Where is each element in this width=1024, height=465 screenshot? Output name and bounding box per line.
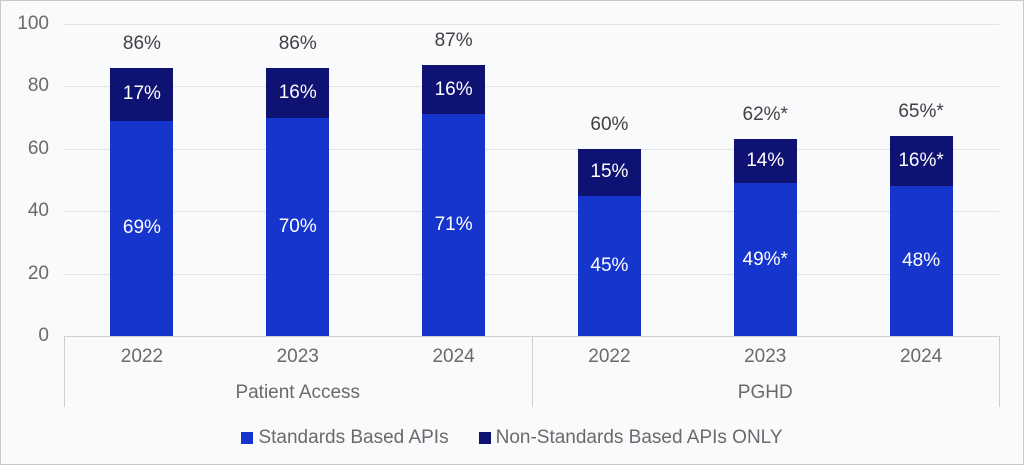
x-axis-tick-year: 2024 xyxy=(899,346,943,367)
gridline-40 xyxy=(64,211,999,213)
bar-label-non-standards: 16%* xyxy=(898,150,944,172)
y-axis-tick-80: 80 xyxy=(27,75,49,97)
y-axis-tick-0: 0 xyxy=(38,325,49,346)
bar-total-label: 62%* xyxy=(742,104,788,126)
legend-swatch-icon xyxy=(241,432,254,444)
x-axis-tick-year: 2022 xyxy=(588,346,631,367)
axis-group-label: PGHD xyxy=(737,382,793,403)
bar-segment-non-standards xyxy=(266,67,330,118)
bar-segment-non-standards xyxy=(889,136,953,187)
chart-legend: Standards Based APIs Non-Standards Based … xyxy=(1,427,1023,449)
axis-group-label: Patient Access xyxy=(235,382,361,403)
bar-label-standards: 45% xyxy=(590,254,629,276)
bar-segment-non-standards xyxy=(733,139,797,184)
bar-label-non-standards: 16% xyxy=(434,78,473,100)
legend-item-non-standards: Non-Standards Based APIs ONLY xyxy=(478,427,783,449)
bar-segment-standards xyxy=(266,117,330,336)
bar-label-standards: 70% xyxy=(278,215,317,237)
legend-swatch-icon xyxy=(478,432,491,444)
x-axis-tick-year: 2022 xyxy=(120,346,164,367)
bar-segment-standards xyxy=(889,186,953,336)
x-axis-tick-year: 2023 xyxy=(276,346,319,367)
bar-segment-non-standards xyxy=(422,64,486,115)
y-axis-tick-100: 100 xyxy=(17,13,49,34)
y-axis-tick-60: 60 xyxy=(27,137,49,159)
bar-total-label: 86% xyxy=(122,32,161,54)
bar-segment-standards xyxy=(110,120,174,336)
bar-label-non-standards: 17% xyxy=(122,83,161,105)
bar-total-label: 65%* xyxy=(898,101,944,123)
y-axis-tick-40: 40 xyxy=(27,200,49,222)
bar-label-standards: 48% xyxy=(902,250,941,272)
bar-segment-non-standards xyxy=(110,67,174,121)
gridline-60 xyxy=(64,148,999,150)
bar-label-standards: 49%* xyxy=(742,248,788,270)
bar-segment-standards xyxy=(733,183,797,336)
gridline-80 xyxy=(64,86,999,88)
bar-label-standards: 71% xyxy=(434,214,473,236)
x-axis-tick-year: 2023 xyxy=(744,346,787,367)
gridline-20 xyxy=(64,273,999,275)
legend-label: Non-Standards Based APIs ONLY xyxy=(495,427,783,448)
bar-total-label: 87% xyxy=(434,29,473,51)
bar-segment-standards xyxy=(577,195,641,336)
y-axis-tick-20: 20 xyxy=(27,262,49,284)
bar-label-non-standards: 16% xyxy=(278,81,317,103)
bar-segment-non-standards xyxy=(577,148,641,196)
legend-item-standards: Standards Based APIs xyxy=(241,427,449,449)
category-separator xyxy=(531,336,533,407)
bar-label-standards: 69% xyxy=(122,217,161,239)
bar-label-non-standards: 15% xyxy=(590,161,629,183)
gridline-100 xyxy=(64,24,999,25)
x-axis-tick-year: 2024 xyxy=(432,346,475,367)
bar-segment-standards xyxy=(422,114,486,336)
category-separator xyxy=(64,336,65,407)
bar-total-label: 60% xyxy=(590,113,629,135)
bar-label-non-standards: 14% xyxy=(746,150,785,172)
legend-label: Standards Based APIs xyxy=(258,427,449,448)
category-separator xyxy=(999,336,1000,407)
bar-total-label: 86% xyxy=(278,32,317,54)
